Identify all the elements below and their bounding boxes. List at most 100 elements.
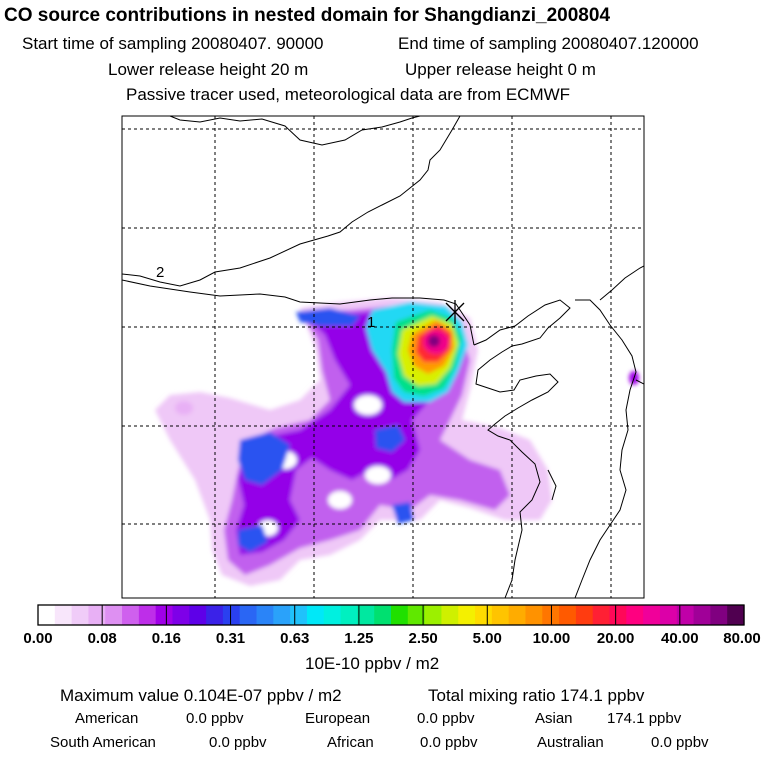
colorbar-swatch — [222, 605, 241, 625]
colorbar-swatch — [441, 605, 459, 625]
colorbar-swatch — [155, 605, 174, 625]
lower-release-height: Lower release height 20 m — [108, 60, 309, 79]
border-line — [122, 279, 475, 346]
colorbar-tick-label: 80.00 — [723, 630, 761, 647]
colorbar-swatch — [256, 605, 274, 625]
asian-label: Asian — [535, 710, 573, 727]
colorbar-swatch — [508, 605, 527, 625]
colorbar-swatch — [54, 605, 73, 625]
maximum-value: Maximum value 0.104E-07 ppbv / m2 — [60, 686, 342, 705]
colorbar-swatch — [374, 605, 392, 625]
european-value: 0.0 ppbv — [417, 710, 475, 727]
plume-gap — [328, 491, 352, 509]
colorbar-tick-label: 20.00 — [596, 630, 635, 647]
coastline — [599, 265, 644, 301]
plume-patch-blue — [375, 425, 405, 452]
colorbar-tick-label: 40.00 — [661, 630, 699, 647]
border-line — [122, 116, 461, 287]
colorbar-swatch — [475, 605, 493, 625]
colorbar-swatch — [559, 605, 577, 625]
colorbar-tick-label: 1.25 — [344, 630, 374, 647]
coastlines — [122, 116, 644, 598]
coastline — [547, 469, 557, 501]
plume-zone-peak — [428, 335, 440, 347]
colorbar-swatch — [626, 605, 644, 625]
plume-gap — [365, 466, 391, 484]
start-time-label: Start time of sampling 20080407. 90000 — [22, 34, 324, 53]
colorbar-tick-label: 2.50 — [408, 630, 438, 647]
colorbar-swatch — [105, 605, 123, 625]
colorbar-swatch — [323, 605, 342, 625]
chart-title: CO source contributions in nested domain… — [4, 5, 611, 26]
colorbar-swatch — [575, 605, 594, 625]
colorbar-swatch — [609, 605, 627, 625]
plume-patch-blue — [238, 525, 268, 552]
coastline — [635, 379, 644, 385]
asian-value: 174.1 ppbv — [607, 710, 682, 727]
colorbar-tick-label: 10.00 — [532, 630, 571, 647]
colorbar-tick-label: 5.00 — [472, 630, 502, 647]
colorbar-swatch — [138, 605, 157, 625]
colorbar-swatch — [525, 605, 543, 625]
colorbar — [38, 605, 745, 625]
end-time-label: End time of sampling 20080407.120000 — [398, 34, 699, 53]
african-label: African — [327, 734, 374, 751]
plume-gap — [354, 395, 382, 415]
contour-label-1: 1 — [367, 314, 375, 331]
colorbar-swatch — [122, 605, 140, 625]
plume-patch-blue — [238, 432, 290, 485]
plume-patch-blue — [296, 308, 360, 326]
colorbar-swatch — [693, 605, 711, 625]
south-american-value: 0.0 ppbv — [209, 734, 267, 751]
colorbar-swatch — [659, 605, 678, 625]
colorbar-swatch — [88, 605, 106, 625]
colorbar-swatch — [357, 605, 375, 625]
colorbar-tick-label: 0.63 — [280, 630, 310, 647]
border-line — [169, 116, 421, 146]
colorbar-swatch — [71, 605, 90, 625]
total-mixing-ratio: Total mixing ratio 174.1 ppbv — [428, 686, 645, 705]
african-value: 0.0 ppbv — [420, 734, 478, 751]
colorbar-swatch — [424, 605, 443, 625]
plume-patch-faint — [175, 401, 193, 415]
grid-lines — [122, 116, 644, 598]
colorbar-swatch — [458, 605, 476, 625]
coastline — [574, 299, 637, 598]
south-american-label: South American — [50, 734, 156, 751]
upper-release-height: Upper release height 0 m — [405, 60, 596, 79]
colorbar-swatch — [189, 605, 207, 625]
colorbar-tick-label: 0.16 — [151, 630, 181, 647]
american-label: American — [75, 710, 139, 727]
tracer-note: Passive tracer used, meteorological data… — [126, 85, 571, 104]
european-label: European — [305, 710, 371, 727]
colorbar-swatch — [643, 605, 661, 625]
colorbar-swatch — [391, 605, 409, 625]
colorbar-swatch — [38, 605, 56, 625]
contour-label-2: 2 — [156, 264, 164, 281]
colorbar-swatch — [491, 605, 510, 625]
colorbar-swatch — [592, 605, 611, 625]
colorbar-tick-label: 0.31 — [215, 630, 246, 647]
receptor-marker-icon — [445, 300, 465, 324]
plume-layer — [155, 298, 639, 586]
colorbar-swatch — [340, 605, 358, 625]
colorbar-tick-label: 0.00 — [23, 630, 53, 647]
coastline — [473, 299, 571, 598]
australian-value: 0.0 ppbv — [651, 734, 709, 751]
colorbar-frame — [37, 604, 745, 626]
colorbar-swatch — [306, 605, 325, 625]
colorbar-swatch — [239, 605, 258, 625]
colorbar-swatch — [290, 605, 308, 625]
colorbar-swatch — [710, 605, 728, 625]
colorbar-swatch — [727, 605, 745, 625]
colorbar-swatch — [676, 605, 695, 625]
colorbar-swatch — [407, 605, 426, 625]
plume-patch-blue — [392, 502, 414, 524]
colorbar-swatch — [273, 605, 291, 625]
american-value: 0.0 ppbv — [186, 710, 244, 727]
map-frame — [121, 115, 645, 599]
colorbar-unit: 10E-10 ppbv / m2 — [305, 654, 440, 673]
colorbar-swatch — [206, 605, 224, 625]
colorbar-tick-label: 0.08 — [87, 630, 117, 647]
